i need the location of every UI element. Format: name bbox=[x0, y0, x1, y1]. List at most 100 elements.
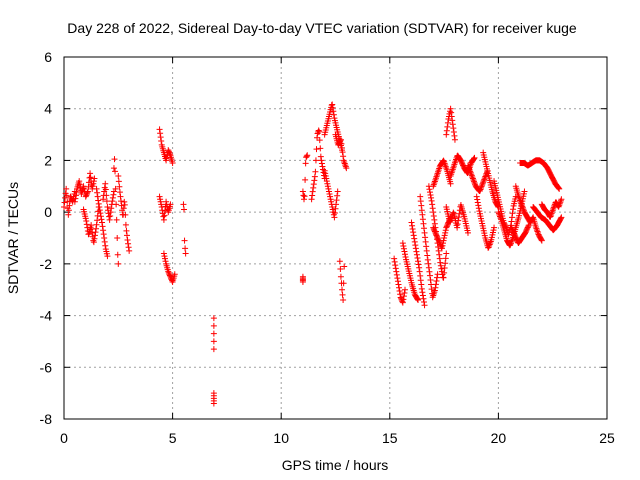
data-point bbox=[431, 287, 438, 294]
data-point bbox=[158, 201, 165, 208]
data-point bbox=[508, 237, 515, 244]
data-point bbox=[417, 193, 424, 200]
data-point bbox=[122, 221, 129, 228]
data-point bbox=[94, 193, 101, 200]
data-point bbox=[63, 192, 70, 199]
data-point bbox=[341, 263, 348, 270]
data-point bbox=[113, 201, 120, 208]
data-point bbox=[94, 217, 101, 224]
data-point bbox=[91, 175, 98, 182]
data-point bbox=[156, 193, 163, 200]
data-point bbox=[113, 216, 120, 223]
data-point bbox=[157, 198, 164, 205]
data-point bbox=[441, 232, 448, 239]
data-point bbox=[495, 210, 502, 217]
data-point bbox=[328, 102, 335, 109]
data-point bbox=[102, 242, 109, 249]
data-point bbox=[455, 217, 462, 224]
data-point bbox=[478, 185, 485, 192]
data-point bbox=[402, 254, 409, 261]
data-point bbox=[409, 222, 416, 229]
data-point bbox=[323, 175, 330, 182]
data-point bbox=[166, 149, 173, 156]
data-point bbox=[427, 277, 434, 284]
data-point bbox=[329, 206, 336, 213]
data-point bbox=[337, 137, 344, 144]
data-point bbox=[90, 239, 97, 246]
data-point bbox=[433, 232, 440, 239]
data-point bbox=[516, 194, 523, 201]
data-point bbox=[557, 215, 564, 222]
y-tick-label: 6 bbox=[44, 49, 52, 65]
data-point bbox=[94, 189, 101, 196]
data-point bbox=[93, 185, 100, 192]
data-point bbox=[431, 220, 438, 227]
data-point bbox=[340, 153, 347, 160]
data-point bbox=[480, 177, 487, 184]
data-point bbox=[97, 210, 104, 217]
data-point bbox=[123, 232, 130, 239]
data-point bbox=[401, 248, 408, 255]
data-point bbox=[163, 154, 170, 161]
data-point bbox=[92, 229, 99, 236]
data-point bbox=[99, 219, 106, 226]
data-point bbox=[477, 186, 484, 193]
data-point bbox=[73, 189, 80, 196]
data-point bbox=[337, 136, 344, 143]
data-point bbox=[424, 252, 431, 259]
data-point bbox=[436, 238, 443, 245]
data-point bbox=[302, 176, 309, 183]
data-point bbox=[401, 289, 408, 296]
data-point bbox=[328, 198, 335, 205]
data-point bbox=[397, 291, 404, 298]
data-point bbox=[473, 193, 480, 200]
data-point bbox=[167, 273, 174, 280]
data-point bbox=[301, 193, 308, 200]
data-point bbox=[479, 180, 486, 187]
data-point bbox=[339, 286, 346, 293]
data-point bbox=[83, 192, 90, 199]
data-point bbox=[481, 176, 488, 183]
data-point bbox=[72, 195, 79, 202]
data-point bbox=[110, 191, 117, 198]
data-point bbox=[308, 196, 315, 203]
data-point bbox=[333, 197, 340, 204]
data-point bbox=[331, 210, 338, 217]
data-point bbox=[125, 244, 132, 251]
data-point bbox=[317, 145, 324, 152]
y-tick-label: 4 bbox=[44, 101, 52, 117]
data-point bbox=[428, 286, 435, 293]
data-point bbox=[448, 109, 455, 116]
data-point bbox=[399, 240, 406, 247]
data-point bbox=[65, 207, 72, 214]
data-point bbox=[169, 160, 176, 167]
data-point bbox=[157, 130, 164, 137]
data-point bbox=[99, 223, 106, 230]
data-point bbox=[410, 232, 417, 239]
data-point bbox=[76, 181, 83, 188]
data-point bbox=[442, 260, 449, 267]
data-point bbox=[157, 196, 164, 203]
data-point bbox=[87, 170, 94, 177]
data-point bbox=[97, 213, 104, 220]
data-point bbox=[507, 240, 514, 247]
data-point bbox=[520, 206, 527, 213]
data-point bbox=[91, 232, 98, 239]
data-point bbox=[82, 193, 89, 200]
data-point bbox=[84, 189, 91, 196]
data-point bbox=[418, 285, 425, 292]
data-point bbox=[337, 273, 344, 280]
data-point bbox=[422, 234, 429, 241]
data-point bbox=[316, 137, 323, 144]
data-point bbox=[310, 184, 317, 191]
data-point bbox=[338, 140, 345, 147]
data-point bbox=[156, 126, 163, 133]
data-point bbox=[165, 268, 172, 275]
data-point bbox=[100, 196, 107, 203]
data-point bbox=[478, 183, 485, 190]
data-point bbox=[332, 205, 339, 212]
data-point bbox=[326, 191, 333, 198]
data-point bbox=[469, 175, 476, 182]
y-tick-label: 0 bbox=[44, 204, 52, 220]
data-point bbox=[468, 171, 475, 178]
